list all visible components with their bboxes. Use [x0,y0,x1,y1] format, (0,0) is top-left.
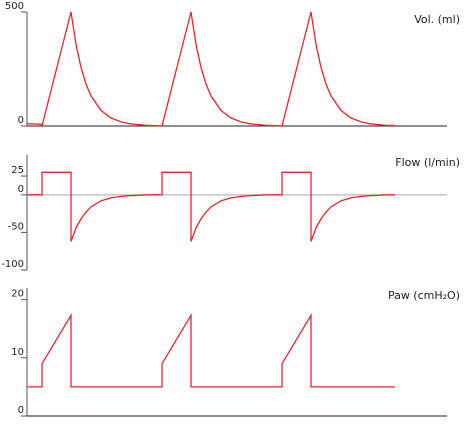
y-tick-label: 10 [11,347,24,358]
waveform [26,11,396,128]
y-tick-label: -50 [8,221,24,232]
y-tick-label: 0 [18,405,24,416]
y-tick-label: 25 [11,165,24,176]
y-tick-label: 0 [18,184,24,195]
y-tick-label: -100 [1,259,24,270]
chart-title: Paw (cmH₂O) [388,289,460,302]
chart-title: Flow (l/min) [395,156,460,169]
y-tick-label: 0 [18,115,24,126]
y-tick-label: 500 [5,1,24,12]
waveform [27,171,395,242]
y-tick-label: 20 [11,289,24,300]
chart-title: Vol. (ml) [414,13,460,26]
waveform [27,313,395,388]
